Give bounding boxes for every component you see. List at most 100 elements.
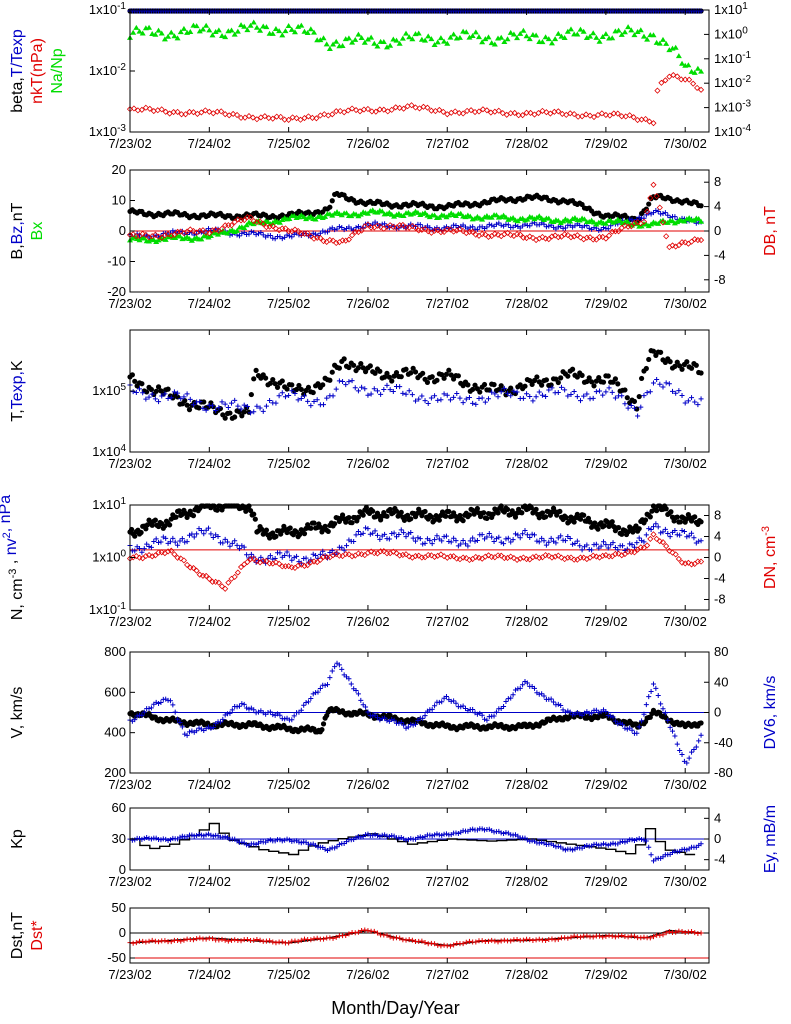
data-point xyxy=(408,530,414,536)
data-point xyxy=(505,390,511,396)
data-point xyxy=(684,359,690,365)
data-point xyxy=(527,535,533,541)
data-point xyxy=(355,365,362,371)
data-point xyxy=(441,942,447,948)
y-tick-label: 1x104 xyxy=(92,443,126,459)
data-point xyxy=(559,110,566,117)
data-point xyxy=(424,104,431,111)
data-point xyxy=(260,408,266,414)
data-point xyxy=(372,108,379,115)
data-point xyxy=(489,534,495,540)
x-tick-label: 7/30/02 xyxy=(664,456,707,471)
data-point xyxy=(431,212,438,218)
data-point xyxy=(469,228,476,235)
data-point xyxy=(343,933,349,939)
data-point xyxy=(289,557,295,563)
data-point xyxy=(130,231,137,238)
data-point xyxy=(206,525,212,531)
data-point xyxy=(317,685,323,691)
data-point xyxy=(660,529,666,535)
data-point xyxy=(620,722,626,728)
data-point xyxy=(536,936,542,942)
data-point xyxy=(298,22,305,28)
x-tick-label: 7/23/02 xyxy=(108,614,151,629)
data-point xyxy=(383,44,390,50)
data-point xyxy=(437,35,444,41)
data-point xyxy=(139,230,146,237)
data-point xyxy=(207,232,214,238)
data-point xyxy=(137,386,143,392)
data-point xyxy=(382,374,388,380)
data-point xyxy=(143,526,149,532)
data-point xyxy=(225,938,231,944)
data-point xyxy=(305,384,312,391)
y-tick-label: 1x10-1 xyxy=(89,1,127,17)
data-point xyxy=(512,514,519,520)
data-point xyxy=(650,681,656,687)
data-point xyxy=(642,115,649,123)
data-point xyxy=(577,234,584,241)
data-point xyxy=(196,571,203,578)
data-point xyxy=(279,225,286,232)
data-point xyxy=(396,720,402,726)
y2-tick-label: -4 xyxy=(714,852,726,867)
data-point xyxy=(628,223,635,230)
data-point xyxy=(398,374,404,380)
x-tick-label: 7/25/02 xyxy=(267,296,310,311)
data-point xyxy=(320,548,326,554)
data-point xyxy=(436,106,443,113)
data-point xyxy=(569,366,576,372)
data-point xyxy=(590,934,596,940)
data-point xyxy=(555,108,562,115)
data-point xyxy=(363,525,369,531)
data-point xyxy=(327,226,333,232)
data-point xyxy=(222,585,229,592)
x-tick-label: 7/24/02 xyxy=(188,296,231,311)
data-point xyxy=(574,31,581,37)
data-point xyxy=(660,384,666,390)
data-point xyxy=(291,713,297,719)
data-point xyxy=(693,220,699,226)
data-point xyxy=(208,832,214,838)
data-point xyxy=(341,356,347,362)
y2-tick-label: 40 xyxy=(714,674,728,689)
data-point xyxy=(341,109,348,116)
data-point xyxy=(320,35,327,41)
data-point xyxy=(304,29,311,35)
y2-tick-label: 1x100 xyxy=(714,25,748,41)
data-point xyxy=(447,226,454,233)
data-point xyxy=(610,110,617,117)
data-point xyxy=(435,397,441,403)
data-point xyxy=(501,937,507,943)
data-point xyxy=(641,393,647,399)
data-point xyxy=(489,222,495,228)
data-point xyxy=(599,33,606,39)
data-point xyxy=(429,374,435,380)
data-point xyxy=(602,552,609,559)
data-point xyxy=(443,371,450,377)
data-point xyxy=(339,42,346,48)
data-point xyxy=(220,540,226,546)
data-point xyxy=(377,368,383,374)
data-point xyxy=(605,373,611,379)
data-point xyxy=(435,942,441,948)
x-tick-label: 7/28/02 xyxy=(505,296,548,311)
x-tick-label: 7/29/02 xyxy=(584,874,627,889)
data-point xyxy=(532,532,538,538)
data-point xyxy=(583,234,590,241)
data-point xyxy=(389,833,395,839)
data-point xyxy=(363,832,369,838)
data-point xyxy=(406,937,412,943)
data-point xyxy=(463,541,469,547)
data-point xyxy=(562,847,568,853)
data-point xyxy=(329,369,335,375)
data-point xyxy=(253,558,260,565)
data-point xyxy=(547,110,554,117)
data-point xyxy=(670,388,676,394)
data-point xyxy=(692,514,698,520)
data-point xyxy=(289,382,295,388)
data-point xyxy=(149,553,156,560)
data-point xyxy=(244,552,250,558)
data-point xyxy=(685,62,692,68)
